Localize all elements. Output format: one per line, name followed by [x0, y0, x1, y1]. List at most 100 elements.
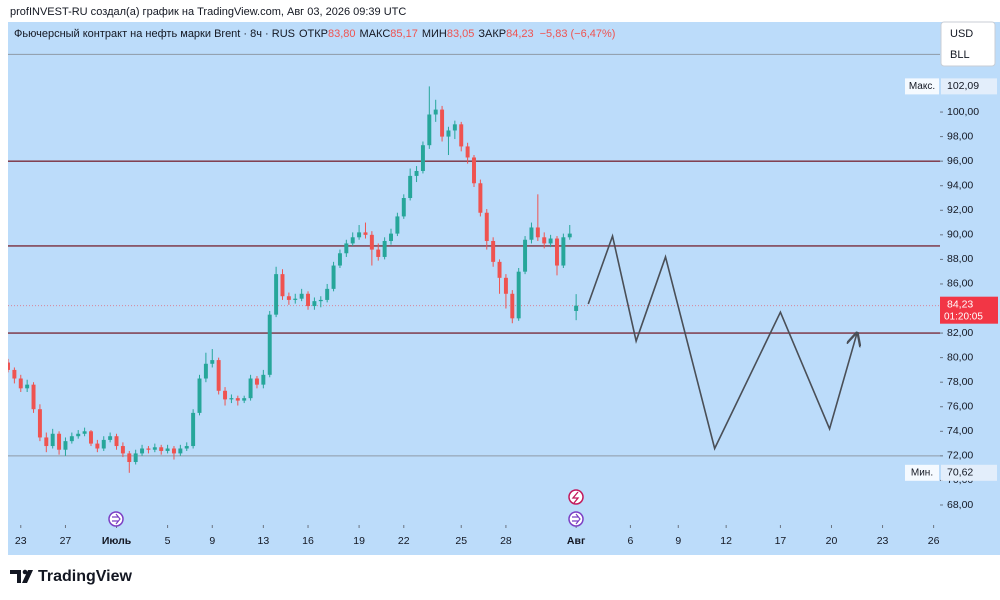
candle-body [555, 238, 559, 266]
candle-body [197, 378, 202, 413]
candle-body [235, 398, 240, 401]
candle-body [510, 293, 515, 319]
candle-body [414, 170, 419, 176]
y-tick-label: 98,00 [947, 130, 973, 142]
x-tick-label: 20 [826, 535, 838, 547]
y-tick-label: 100,00 [947, 106, 979, 118]
y-tick-label: 82,00 [947, 327, 973, 339]
candle-body [216, 360, 221, 391]
ohlc-label: МАКС [360, 28, 391, 40]
logo-text: TradingView [38, 568, 133, 585]
y-tick-label: 80,00 [947, 351, 973, 363]
y-tick-label: 96,00 [947, 155, 973, 167]
min-value-bg [941, 464, 997, 481]
candle-body [459, 124, 464, 147]
candle-body [503, 277, 508, 294]
candle-body [491, 240, 496, 262]
candle-body [242, 398, 247, 401]
max-value-bg [941, 78, 997, 95]
candle-body [280, 274, 285, 297]
candle-body [89, 431, 93, 444]
candle-body [529, 227, 534, 240]
candle-body [306, 293, 311, 307]
candle-body [146, 448, 151, 450]
candle-body [484, 212, 489, 241]
y-tick-label: 86,00 [947, 278, 973, 290]
ohlc-value: 83,05 [447, 28, 475, 40]
forecast-line [587, 233, 857, 451]
logo [10, 569, 33, 583]
min-tag-bg [905, 464, 939, 481]
candle-body [57, 433, 62, 450]
candle-body [344, 243, 349, 254]
event-icon[interactable] [108, 511, 124, 527]
candle-body [420, 145, 425, 171]
min-value: 70,62 [947, 467, 973, 479]
candle-body [535, 227, 540, 238]
candle-body [108, 436, 113, 440]
last-price-value: 84,23 [947, 298, 973, 310]
ohlc-value: 83,80 [328, 28, 356, 40]
candle-body [95, 443, 100, 449]
candle-body [120, 446, 125, 454]
candle-body [408, 175, 413, 199]
x-tick-label: 5 [165, 535, 171, 547]
candle-body [331, 265, 336, 289]
candle-body [542, 237, 547, 244]
y-tick-label: 90,00 [947, 229, 973, 241]
candle-body [376, 249, 381, 257]
candle-body [223, 390, 228, 400]
candle-body [12, 369, 17, 379]
candle-body [191, 412, 196, 447]
min-tag-label: Мин. [911, 467, 933, 478]
plot-area [8, 22, 940, 525]
ohlc-value: 84,23 [506, 28, 534, 40]
last-price-timer: 01:20:05 [944, 311, 983, 322]
candle-body [229, 398, 234, 400]
event-icon[interactable] [568, 489, 584, 505]
event-icon[interactable] [568, 511, 584, 527]
x-tick-label: 17 [775, 535, 787, 547]
candle-body [133, 453, 138, 463]
x-tick-label: 19 [353, 535, 365, 547]
currency-unit[interactable]: BLL [950, 49, 970, 61]
x-tick-label: Авг [567, 535, 586, 547]
candle-body [274, 274, 279, 315]
candle-body [286, 296, 291, 300]
candle-body [159, 447, 164, 451]
time-axis [8, 525, 1000, 555]
candle-body [357, 232, 362, 238]
candle-body [37, 409, 42, 438]
candle-body [165, 448, 170, 451]
y-tick-label: 72,00 [947, 450, 973, 462]
axes: 68,0070,0072,0074,0076,0078,0080,0082,00… [15, 78, 998, 547]
candle-body [203, 363, 208, 379]
candle-body [152, 447, 157, 450]
legend: Фьючерсный контракт на нефть марки Brent… [14, 28, 615, 40]
x-tick-label: 16 [302, 535, 314, 547]
max-value: 102,09 [947, 80, 979, 92]
max-tag-bg [905, 78, 939, 95]
candle-body [382, 240, 387, 257]
x-tick-label: 9 [675, 535, 681, 547]
candle-body [478, 183, 483, 213]
max-tag-label: Макс. [909, 81, 935, 92]
candle-body [318, 299, 323, 302]
candle-body [44, 437, 49, 447]
candle-body [465, 146, 470, 158]
candle-body [127, 453, 132, 463]
candle-body [567, 233, 572, 238]
y-tick-label: 68,00 [947, 499, 973, 511]
last-price-tag [940, 296, 998, 324]
candle-body [31, 384, 36, 410]
x-tick-label: Июль [102, 535, 132, 547]
currency-usd[interactable]: USD [950, 28, 973, 40]
price-axis [940, 22, 1000, 525]
x-tick-label: 12 [720, 535, 732, 547]
candle-body [82, 431, 87, 434]
candle-body [523, 239, 528, 272]
candle-body [325, 288, 330, 300]
y-tick-label: 88,00 [947, 253, 973, 265]
candle-body [18, 378, 23, 389]
x-tick-label: 22 [398, 535, 410, 547]
